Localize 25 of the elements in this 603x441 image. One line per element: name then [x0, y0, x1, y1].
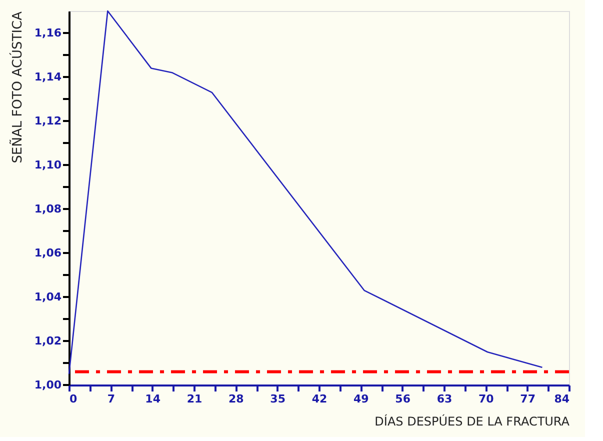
y-tick-label: 1,10	[34, 158, 62, 172]
x-tick-label: 49	[354, 392, 369, 406]
x-tick-label: 14	[145, 392, 161, 406]
y-tick-label: 1,04	[34, 290, 62, 304]
x-tick-label: 21	[186, 392, 202, 406]
x-tick-label: 7	[107, 392, 115, 406]
x-tick-label: 42	[312, 392, 328, 406]
y-axis-title: SEÑAL FOTO ACÚSTICA	[8, 11, 26, 164]
x-tick-label: 28	[228, 392, 244, 406]
x-tick-label: 56	[395, 392, 411, 406]
y-tick-label: 1,16	[34, 26, 62, 40]
x-tick-label: 63	[436, 392, 452, 406]
x-tick-label: 0	[70, 392, 78, 406]
x-tick-label: 35	[270, 392, 286, 406]
x-tick-label: 84	[554, 392, 570, 406]
x-axis-title: DÍAS DESPÚES DE LA FRACTURA	[374, 414, 570, 428]
y-tick-label: 1,12	[34, 114, 62, 128]
y-tick-label: 1,08	[34, 202, 62, 216]
y-tick-label: 1,00	[34, 378, 62, 392]
y-tick-label: 1,14	[34, 70, 62, 84]
y-tick-label: 1,02	[34, 334, 62, 348]
x-tick-label: 77	[520, 392, 536, 406]
y-tick-label: 1,06	[34, 246, 62, 260]
line-series	[68, 10, 543, 375]
x-tick-label: 70	[478, 392, 494, 406]
